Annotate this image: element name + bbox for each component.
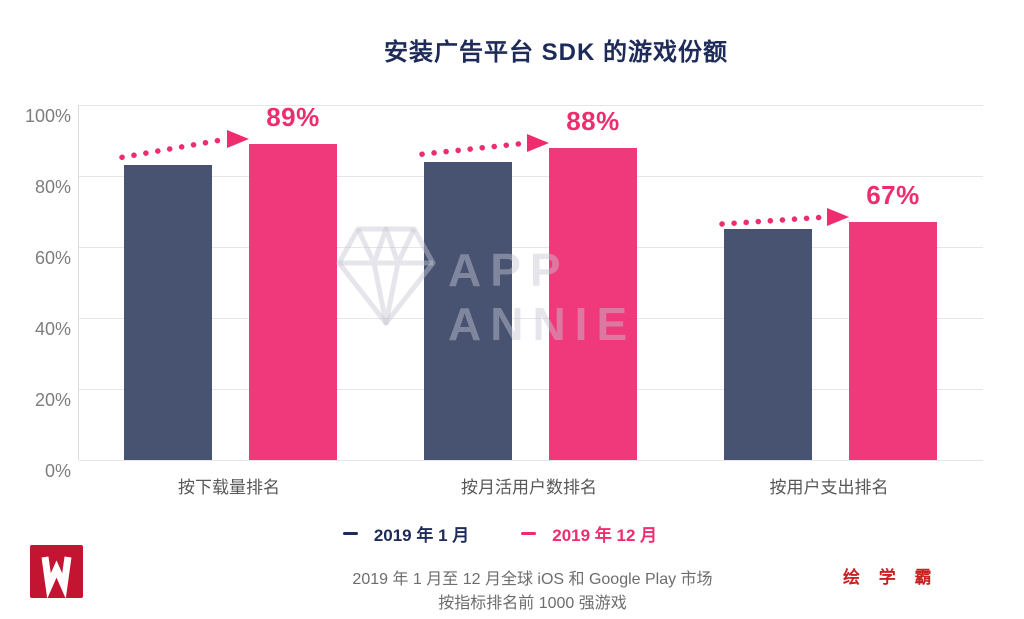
legend-item: 2019 年 1 月 bbox=[342, 521, 470, 546]
bar-jan bbox=[724, 229, 812, 460]
gridline bbox=[79, 104, 983, 106]
bar-jan bbox=[424, 161, 512, 460]
trend-arrow-icon bbox=[419, 133, 549, 157]
chart-legend: 2019 年 1 月 2019 年 12 月 bbox=[0, 521, 1000, 546]
bar-dec bbox=[249, 144, 337, 460]
stamp-text: 绘 学 霸 bbox=[843, 568, 939, 587]
footnote-line-1: 2019 年 1 月至 12 月全球 iOS 和 Google Play 市场 bbox=[352, 571, 713, 588]
value-label: 88% bbox=[566, 105, 620, 136]
chart-footnote: 2019 年 1 月至 12 月全球 iOS 和 Google Play 市场 … bbox=[40, 568, 1024, 616]
y-axis-label: 0% bbox=[44, 461, 71, 481]
bar-jan bbox=[124, 165, 212, 460]
y-axis-label: 40% bbox=[34, 319, 71, 339]
x-axis-label: 按月活用户数排名 bbox=[461, 478, 597, 497]
gridline bbox=[79, 175, 983, 177]
chart-title: 安装广告平台 SDK 的游戏份额 bbox=[383, 39, 728, 66]
bar-dec bbox=[549, 147, 637, 460]
legend-label: 2019 年 12 月 bbox=[552, 526, 658, 545]
legend-marker-icon bbox=[342, 532, 358, 535]
x-axis-label: 按下载量排名 bbox=[178, 478, 280, 497]
trend-arrow-icon bbox=[719, 208, 849, 227]
gridline bbox=[79, 317, 983, 319]
legend-marker-icon bbox=[521, 532, 537, 535]
legend-item: 2019 年 12 月 bbox=[521, 521, 657, 546]
y-axis-label: 80% bbox=[34, 177, 71, 197]
y-axis-label: 60% bbox=[34, 248, 71, 268]
gridline bbox=[79, 388, 983, 390]
value-label: 67% bbox=[866, 180, 920, 211]
y-axis-label: 100% bbox=[24, 106, 71, 126]
y-axis-label: 20% bbox=[34, 390, 71, 410]
bar-dec bbox=[849, 222, 937, 460]
footnote-line-2: 按指标排名前 1000 强游戏 bbox=[438, 595, 627, 612]
gridline bbox=[79, 459, 983, 461]
legend-label: 2019 年 1 月 bbox=[373, 526, 470, 545]
brand-logo-icon bbox=[30, 545, 83, 598]
trend-arrow-icon bbox=[119, 130, 249, 161]
value-label: 89% bbox=[266, 102, 320, 133]
gridline bbox=[79, 246, 983, 248]
plot-area: 0% 20% 40% 60% 80% 100% 89% 按下载量排名 88% 按月活用户数排名 67… bbox=[25, 102, 983, 497]
x-axis-label: 按用户支出排名 bbox=[769, 478, 889, 497]
